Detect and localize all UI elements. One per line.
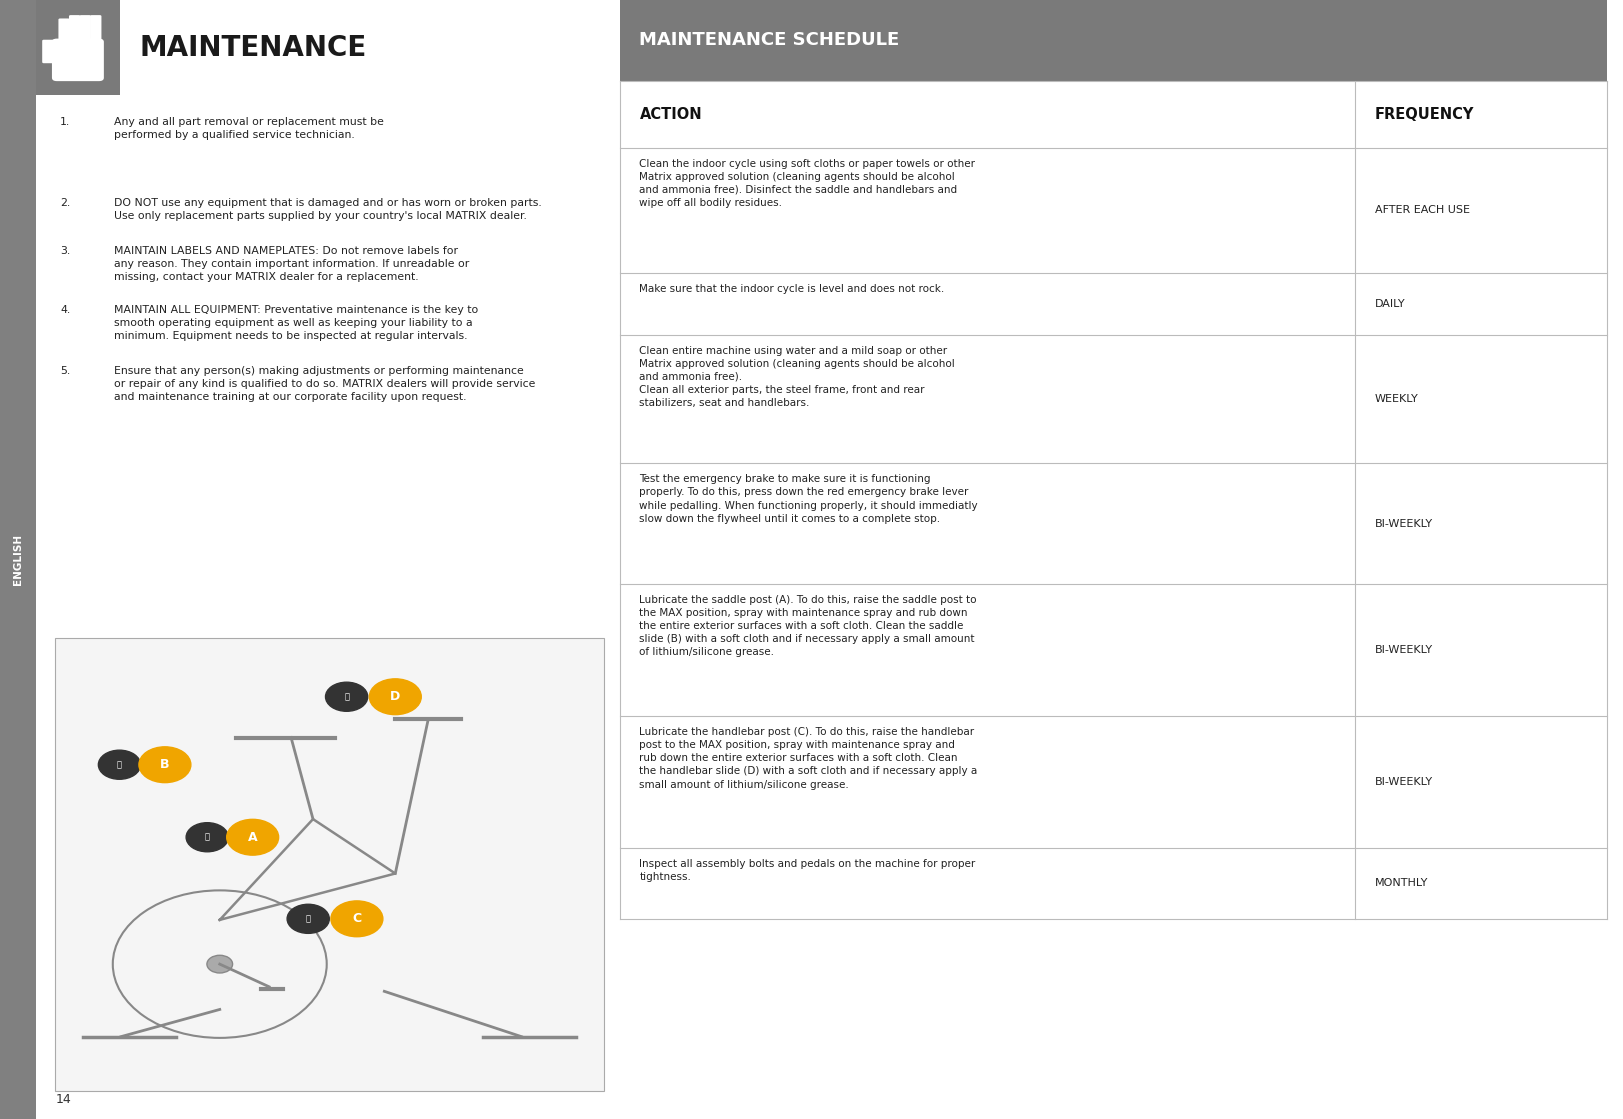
Text: ACTION: ACTION xyxy=(639,106,703,122)
Text: ⛯: ⛯ xyxy=(344,693,349,702)
Text: 5.: 5. xyxy=(60,366,70,376)
FancyBboxPatch shape xyxy=(0,0,36,1119)
FancyBboxPatch shape xyxy=(80,15,91,43)
Text: AFTER EACH USE: AFTER EACH USE xyxy=(1375,206,1470,215)
Text: WEEKLY: WEEKLY xyxy=(1375,394,1419,404)
Text: ⛯: ⛯ xyxy=(305,914,310,923)
Text: MAINTENANCE SCHEDULE: MAINTENANCE SCHEDULE xyxy=(639,31,899,49)
Text: FREQUENCY: FREQUENCY xyxy=(1375,106,1474,122)
Text: C: C xyxy=(352,912,362,925)
FancyBboxPatch shape xyxy=(68,15,81,43)
Text: D: D xyxy=(390,690,401,703)
Text: 14: 14 xyxy=(55,1092,71,1106)
FancyBboxPatch shape xyxy=(620,584,1607,716)
Circle shape xyxy=(331,901,383,937)
Text: Inspect all assembly bolts and pedals on the machine for proper
tightness.: Inspect all assembly bolts and pedals on… xyxy=(639,859,975,883)
Text: 2.: 2. xyxy=(60,198,70,208)
Circle shape xyxy=(140,746,192,782)
Text: BI-WEEKLY: BI-WEEKLY xyxy=(1375,646,1433,655)
FancyBboxPatch shape xyxy=(36,0,120,95)
Circle shape xyxy=(326,683,368,712)
Text: ⛯: ⛯ xyxy=(204,833,209,841)
Text: Lubricate the saddle post (A). To do this, raise the saddle post to
the MAX posi: Lubricate the saddle post (A). To do thi… xyxy=(639,595,977,658)
FancyBboxPatch shape xyxy=(620,463,1607,584)
FancyBboxPatch shape xyxy=(620,848,1607,919)
Text: Ensure that any person(s) making adjustments or performing maintenance
or repair: Ensure that any person(s) making adjustm… xyxy=(114,366,536,402)
FancyBboxPatch shape xyxy=(620,81,1607,148)
Circle shape xyxy=(99,750,141,779)
Text: ENGLISH: ENGLISH xyxy=(13,534,23,585)
Text: DO NOT use any equipment that is damaged and or has worn or broken parts.
Use on: DO NOT use any equipment that is damaged… xyxy=(114,198,542,220)
FancyBboxPatch shape xyxy=(620,0,1607,81)
FancyBboxPatch shape xyxy=(58,19,70,43)
Text: BI-WEEKLY: BI-WEEKLY xyxy=(1375,519,1433,528)
Text: BI-WEEKLY: BI-WEEKLY xyxy=(1375,778,1433,787)
Text: Make sure that the indoor cycle is level and does not rock.: Make sure that the indoor cycle is level… xyxy=(639,284,945,294)
Text: 4.: 4. xyxy=(60,305,70,316)
FancyBboxPatch shape xyxy=(620,273,1607,335)
Circle shape xyxy=(187,822,229,852)
FancyBboxPatch shape xyxy=(42,40,57,64)
Text: B: B xyxy=(161,759,170,771)
Circle shape xyxy=(287,904,329,933)
FancyBboxPatch shape xyxy=(620,335,1607,463)
Circle shape xyxy=(227,819,279,855)
Text: MONTHLY: MONTHLY xyxy=(1375,878,1428,888)
Text: Lubricate the handlebar post (C). To do this, raise the handlebar
post to the MA: Lubricate the handlebar post (C). To do … xyxy=(639,727,977,790)
Text: ⛯: ⛯ xyxy=(117,760,122,769)
Text: MAINTENANCE: MAINTENANCE xyxy=(140,34,367,62)
Text: 3.: 3. xyxy=(60,246,70,256)
Text: DAILY: DAILY xyxy=(1375,299,1406,309)
Circle shape xyxy=(370,679,422,715)
FancyBboxPatch shape xyxy=(620,716,1607,848)
Circle shape xyxy=(206,956,232,974)
FancyBboxPatch shape xyxy=(52,38,104,82)
Text: MAINTAIN LABELS AND NAMEPLATES: Do not remove labels for
any reason. They contai: MAINTAIN LABELS AND NAMEPLATES: Do not r… xyxy=(114,246,469,282)
Text: Test the emergency brake to make sure it is functioning
properly. To do this, pr: Test the emergency brake to make sure it… xyxy=(639,474,979,524)
Text: Clean entire machine using water and a mild soap or other
Matrix approved soluti: Clean entire machine using water and a m… xyxy=(639,346,956,408)
FancyBboxPatch shape xyxy=(91,15,102,43)
FancyBboxPatch shape xyxy=(620,148,1607,273)
Text: Clean the indoor cycle using soft cloths or paper towels or other
Matrix approve: Clean the indoor cycle using soft cloths… xyxy=(639,159,975,208)
FancyBboxPatch shape xyxy=(55,638,604,1091)
Text: 1.: 1. xyxy=(60,117,70,128)
Text: Any and all part removal or replacement must be
performed by a qualified service: Any and all part removal or replacement … xyxy=(114,117,383,140)
Text: MAINTAIN ALL EQUIPMENT: Preventative maintenance is the key to
smooth operating : MAINTAIN ALL EQUIPMENT: Preventative mai… xyxy=(114,305,477,341)
Text: A: A xyxy=(248,830,258,844)
